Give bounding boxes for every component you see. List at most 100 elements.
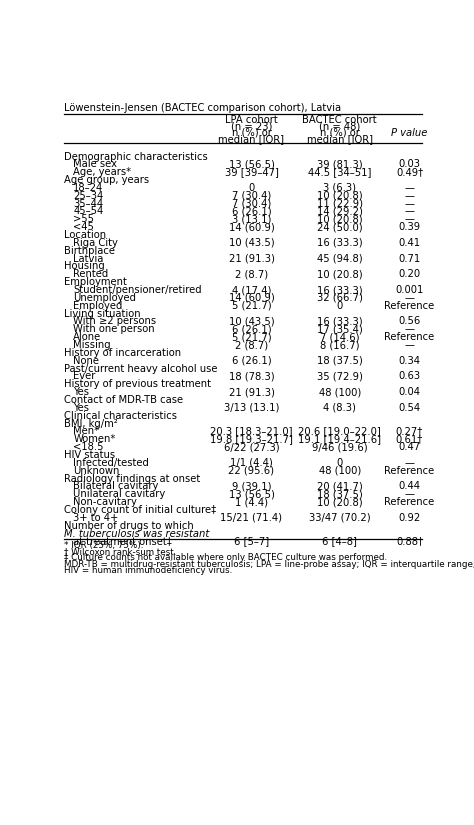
Text: Age group, years: Age group, years bbox=[64, 175, 149, 185]
Text: Reference: Reference bbox=[384, 465, 435, 476]
Text: 44.5 [34–51]: 44.5 [34–51] bbox=[308, 167, 372, 177]
Text: Birthplace: Birthplace bbox=[64, 246, 115, 256]
Text: 39 (81.3): 39 (81.3) bbox=[317, 159, 363, 169]
Text: BMI, kg/m²: BMI, kg/m² bbox=[64, 418, 118, 428]
Text: 16 (33.3): 16 (33.3) bbox=[317, 285, 363, 295]
Text: 21 (91.3): 21 (91.3) bbox=[228, 387, 274, 397]
Text: Ever: Ever bbox=[73, 371, 96, 381]
Text: Women*: Women* bbox=[73, 434, 116, 444]
Text: History of incarceration: History of incarceration bbox=[64, 348, 181, 358]
Text: 16 (33.3): 16 (33.3) bbox=[317, 238, 363, 248]
Text: 4 (17.4): 4 (17.4) bbox=[232, 285, 271, 295]
Text: M. tuberculosis was resistant: M. tuberculosis was resistant bbox=[64, 529, 209, 539]
Text: Demographic characteristics: Demographic characteristics bbox=[64, 152, 208, 162]
Text: Latvia: Latvia bbox=[73, 253, 104, 264]
Text: at treatment onset‡: at treatment onset‡ bbox=[73, 536, 172, 546]
Text: n (%) or: n (%) or bbox=[320, 128, 360, 138]
Text: 17 (35.4): 17 (35.4) bbox=[317, 324, 363, 334]
Text: 0.27†: 0.27† bbox=[396, 427, 423, 436]
Text: 0: 0 bbox=[248, 183, 255, 193]
Text: 8 (16.7): 8 (16.7) bbox=[320, 340, 360, 350]
Text: Location: Location bbox=[64, 230, 106, 240]
Text: Clinical characteristics: Clinical characteristics bbox=[64, 411, 177, 421]
Text: 0: 0 bbox=[337, 301, 343, 311]
Text: 7 (14.6): 7 (14.6) bbox=[320, 332, 360, 342]
Text: 18–24: 18–24 bbox=[73, 183, 103, 193]
Text: * IQR (25%, 75%).: * IQR (25%, 75%). bbox=[64, 540, 144, 549]
Text: 0.001: 0.001 bbox=[395, 285, 424, 295]
Text: HIV status: HIV status bbox=[64, 450, 115, 460]
Text: BACTEC cohort: BACTEC cohort bbox=[302, 115, 377, 125]
Text: (n = 23): (n = 23) bbox=[231, 121, 272, 131]
Text: MDR-TB = multidrug-resistant tuberculosis; LPA = line-probe assay; IQR = interqu: MDR-TB = multidrug-resistant tuberculosi… bbox=[64, 559, 474, 568]
Text: Contact of MDR-TB case: Contact of MDR-TB case bbox=[64, 395, 183, 405]
Text: 32 (66.7): 32 (66.7) bbox=[317, 293, 363, 303]
Text: 10 (43.5): 10 (43.5) bbox=[228, 317, 274, 327]
Text: 0.41: 0.41 bbox=[399, 238, 420, 248]
Text: 0.34: 0.34 bbox=[399, 356, 420, 365]
Text: 48 (100): 48 (100) bbox=[319, 465, 361, 476]
Text: 2 (8.7): 2 (8.7) bbox=[235, 340, 268, 350]
Text: n (%) or: n (%) or bbox=[231, 128, 272, 138]
Text: Male sex: Male sex bbox=[73, 159, 117, 169]
Text: <45: <45 bbox=[73, 222, 94, 232]
Text: 6 (26.1): 6 (26.1) bbox=[232, 206, 271, 216]
Text: 14 (60.9): 14 (60.9) bbox=[228, 222, 274, 232]
Text: 15/21 (71.4): 15/21 (71.4) bbox=[220, 513, 283, 523]
Text: Men*: Men* bbox=[73, 427, 100, 436]
Text: 3 (13.1): 3 (13.1) bbox=[232, 214, 271, 224]
Text: 6 [4–8]: 6 [4–8] bbox=[322, 536, 357, 546]
Text: 0.03: 0.03 bbox=[399, 159, 420, 169]
Text: Student/pensioner/retired: Student/pensioner/retired bbox=[73, 285, 202, 295]
Text: 21 (91.3): 21 (91.3) bbox=[228, 253, 274, 264]
Text: 35–44: 35–44 bbox=[73, 199, 103, 209]
Text: 0.20: 0.20 bbox=[399, 269, 420, 280]
Text: Missing: Missing bbox=[73, 340, 111, 350]
Text: ‡ Culture counts not available where only BACTEC culture was performed.: ‡ Culture counts not available where onl… bbox=[64, 554, 387, 562]
Text: 18 (37.5): 18 (37.5) bbox=[317, 489, 363, 499]
Text: —: — bbox=[404, 199, 415, 209]
Text: 20.3 [18.3–21.0]: 20.3 [18.3–21.0] bbox=[210, 427, 293, 436]
Text: 0.04: 0.04 bbox=[399, 387, 420, 397]
Text: Unknown: Unknown bbox=[73, 465, 119, 476]
Text: Past/current heavy alcohol use: Past/current heavy alcohol use bbox=[64, 364, 218, 374]
Text: Radiology findings at onset: Radiology findings at onset bbox=[64, 474, 200, 483]
Text: Reference: Reference bbox=[384, 497, 435, 507]
Text: 20.6 [19.0–22.0]: 20.6 [19.0–22.0] bbox=[299, 427, 381, 436]
Text: Alone: Alone bbox=[73, 332, 101, 342]
Text: 3/13 (13.1): 3/13 (13.1) bbox=[224, 403, 279, 412]
Text: Reference: Reference bbox=[384, 301, 435, 311]
Text: 18 (78.3): 18 (78.3) bbox=[228, 371, 274, 381]
Text: 25–34: 25–34 bbox=[73, 191, 103, 200]
Text: 20 (41.7): 20 (41.7) bbox=[317, 481, 363, 492]
Text: 14 (60.9): 14 (60.9) bbox=[228, 293, 274, 303]
Text: Non-cavitary: Non-cavitary bbox=[73, 497, 137, 507]
Text: 11 (22.9): 11 (22.9) bbox=[317, 199, 363, 209]
Text: 6 (26.1): 6 (26.1) bbox=[232, 356, 271, 365]
Text: LPA cohort: LPA cohort bbox=[225, 115, 278, 125]
Text: 6 [5–7]: 6 [5–7] bbox=[234, 536, 269, 546]
Text: 4 (8.3): 4 (8.3) bbox=[323, 403, 356, 412]
Text: Unilateral cavitary: Unilateral cavitary bbox=[73, 489, 165, 499]
Text: 5 (21.7): 5 (21.7) bbox=[232, 332, 271, 342]
Text: None: None bbox=[73, 356, 99, 365]
Text: —: — bbox=[404, 458, 415, 468]
Text: 0.71: 0.71 bbox=[399, 253, 421, 264]
Text: 6/22 (27.3): 6/22 (27.3) bbox=[224, 442, 279, 452]
Text: Yes: Yes bbox=[73, 403, 89, 412]
Text: —: — bbox=[404, 489, 415, 499]
Text: Bilateral cavitary: Bilateral cavitary bbox=[73, 481, 159, 492]
Text: Living situation: Living situation bbox=[64, 309, 140, 318]
Text: 0: 0 bbox=[337, 458, 343, 468]
Text: —: — bbox=[404, 191, 415, 200]
Text: 16 (33.3): 16 (33.3) bbox=[317, 317, 363, 327]
Text: 3+ to 4+: 3+ to 4+ bbox=[73, 513, 118, 523]
Text: With one person: With one person bbox=[73, 324, 155, 334]
Text: Reference: Reference bbox=[384, 332, 435, 342]
Text: Rented: Rented bbox=[73, 269, 109, 280]
Text: History of previous treatment: History of previous treatment bbox=[64, 380, 211, 389]
Text: Number of drugs to which: Number of drugs to which bbox=[64, 521, 194, 530]
Text: 0.44: 0.44 bbox=[399, 481, 420, 492]
Text: P value: P value bbox=[392, 128, 428, 138]
Text: 22 (95.6): 22 (95.6) bbox=[228, 465, 274, 476]
